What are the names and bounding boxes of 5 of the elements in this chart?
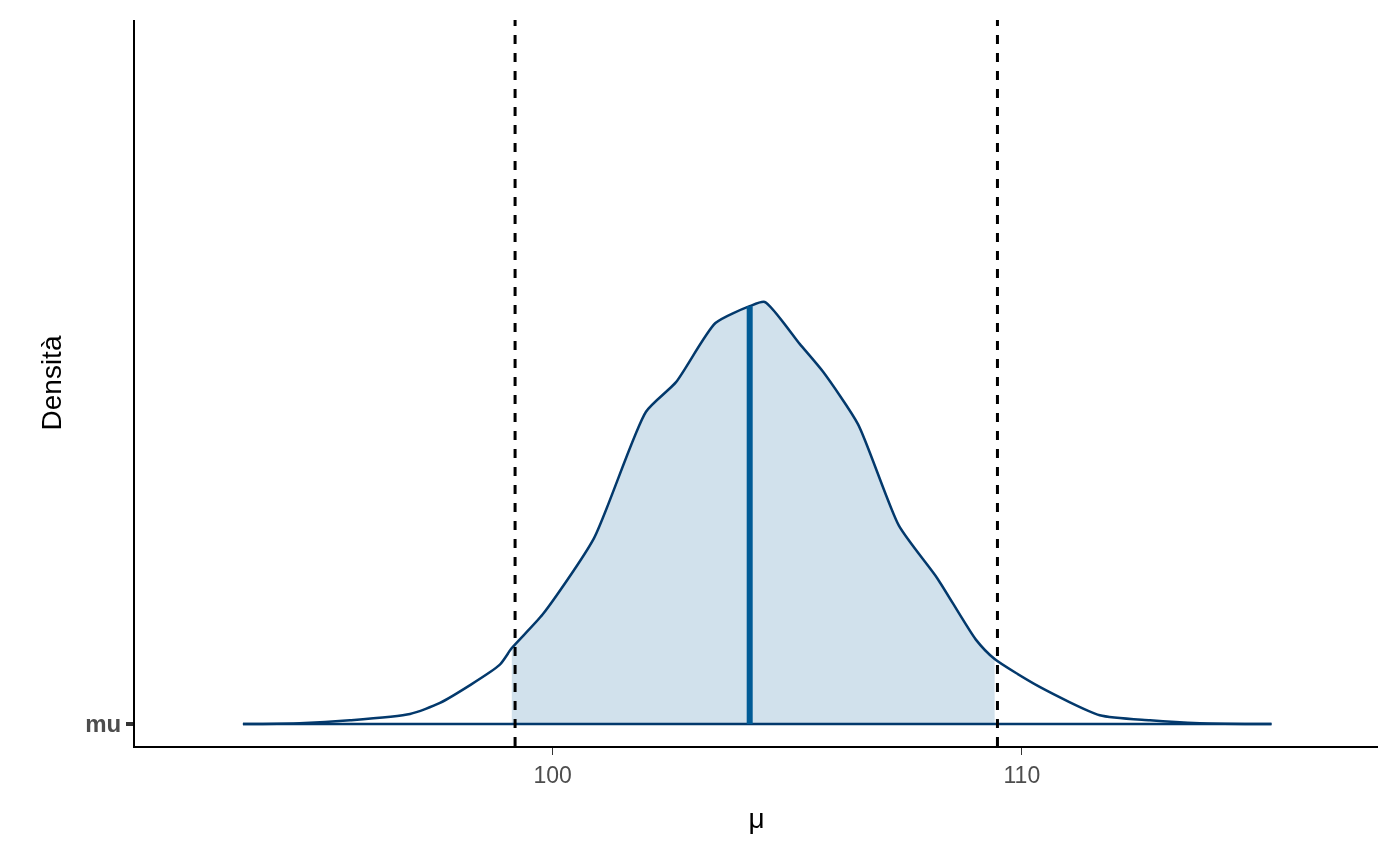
x-axis-title: μ: [748, 803, 765, 835]
x-tick-label: 100: [533, 761, 572, 788]
x-tick-label: 110: [1003, 761, 1041, 788]
text: mu: [85, 710, 122, 738]
y-axis-title: Densità: [36, 335, 68, 431]
